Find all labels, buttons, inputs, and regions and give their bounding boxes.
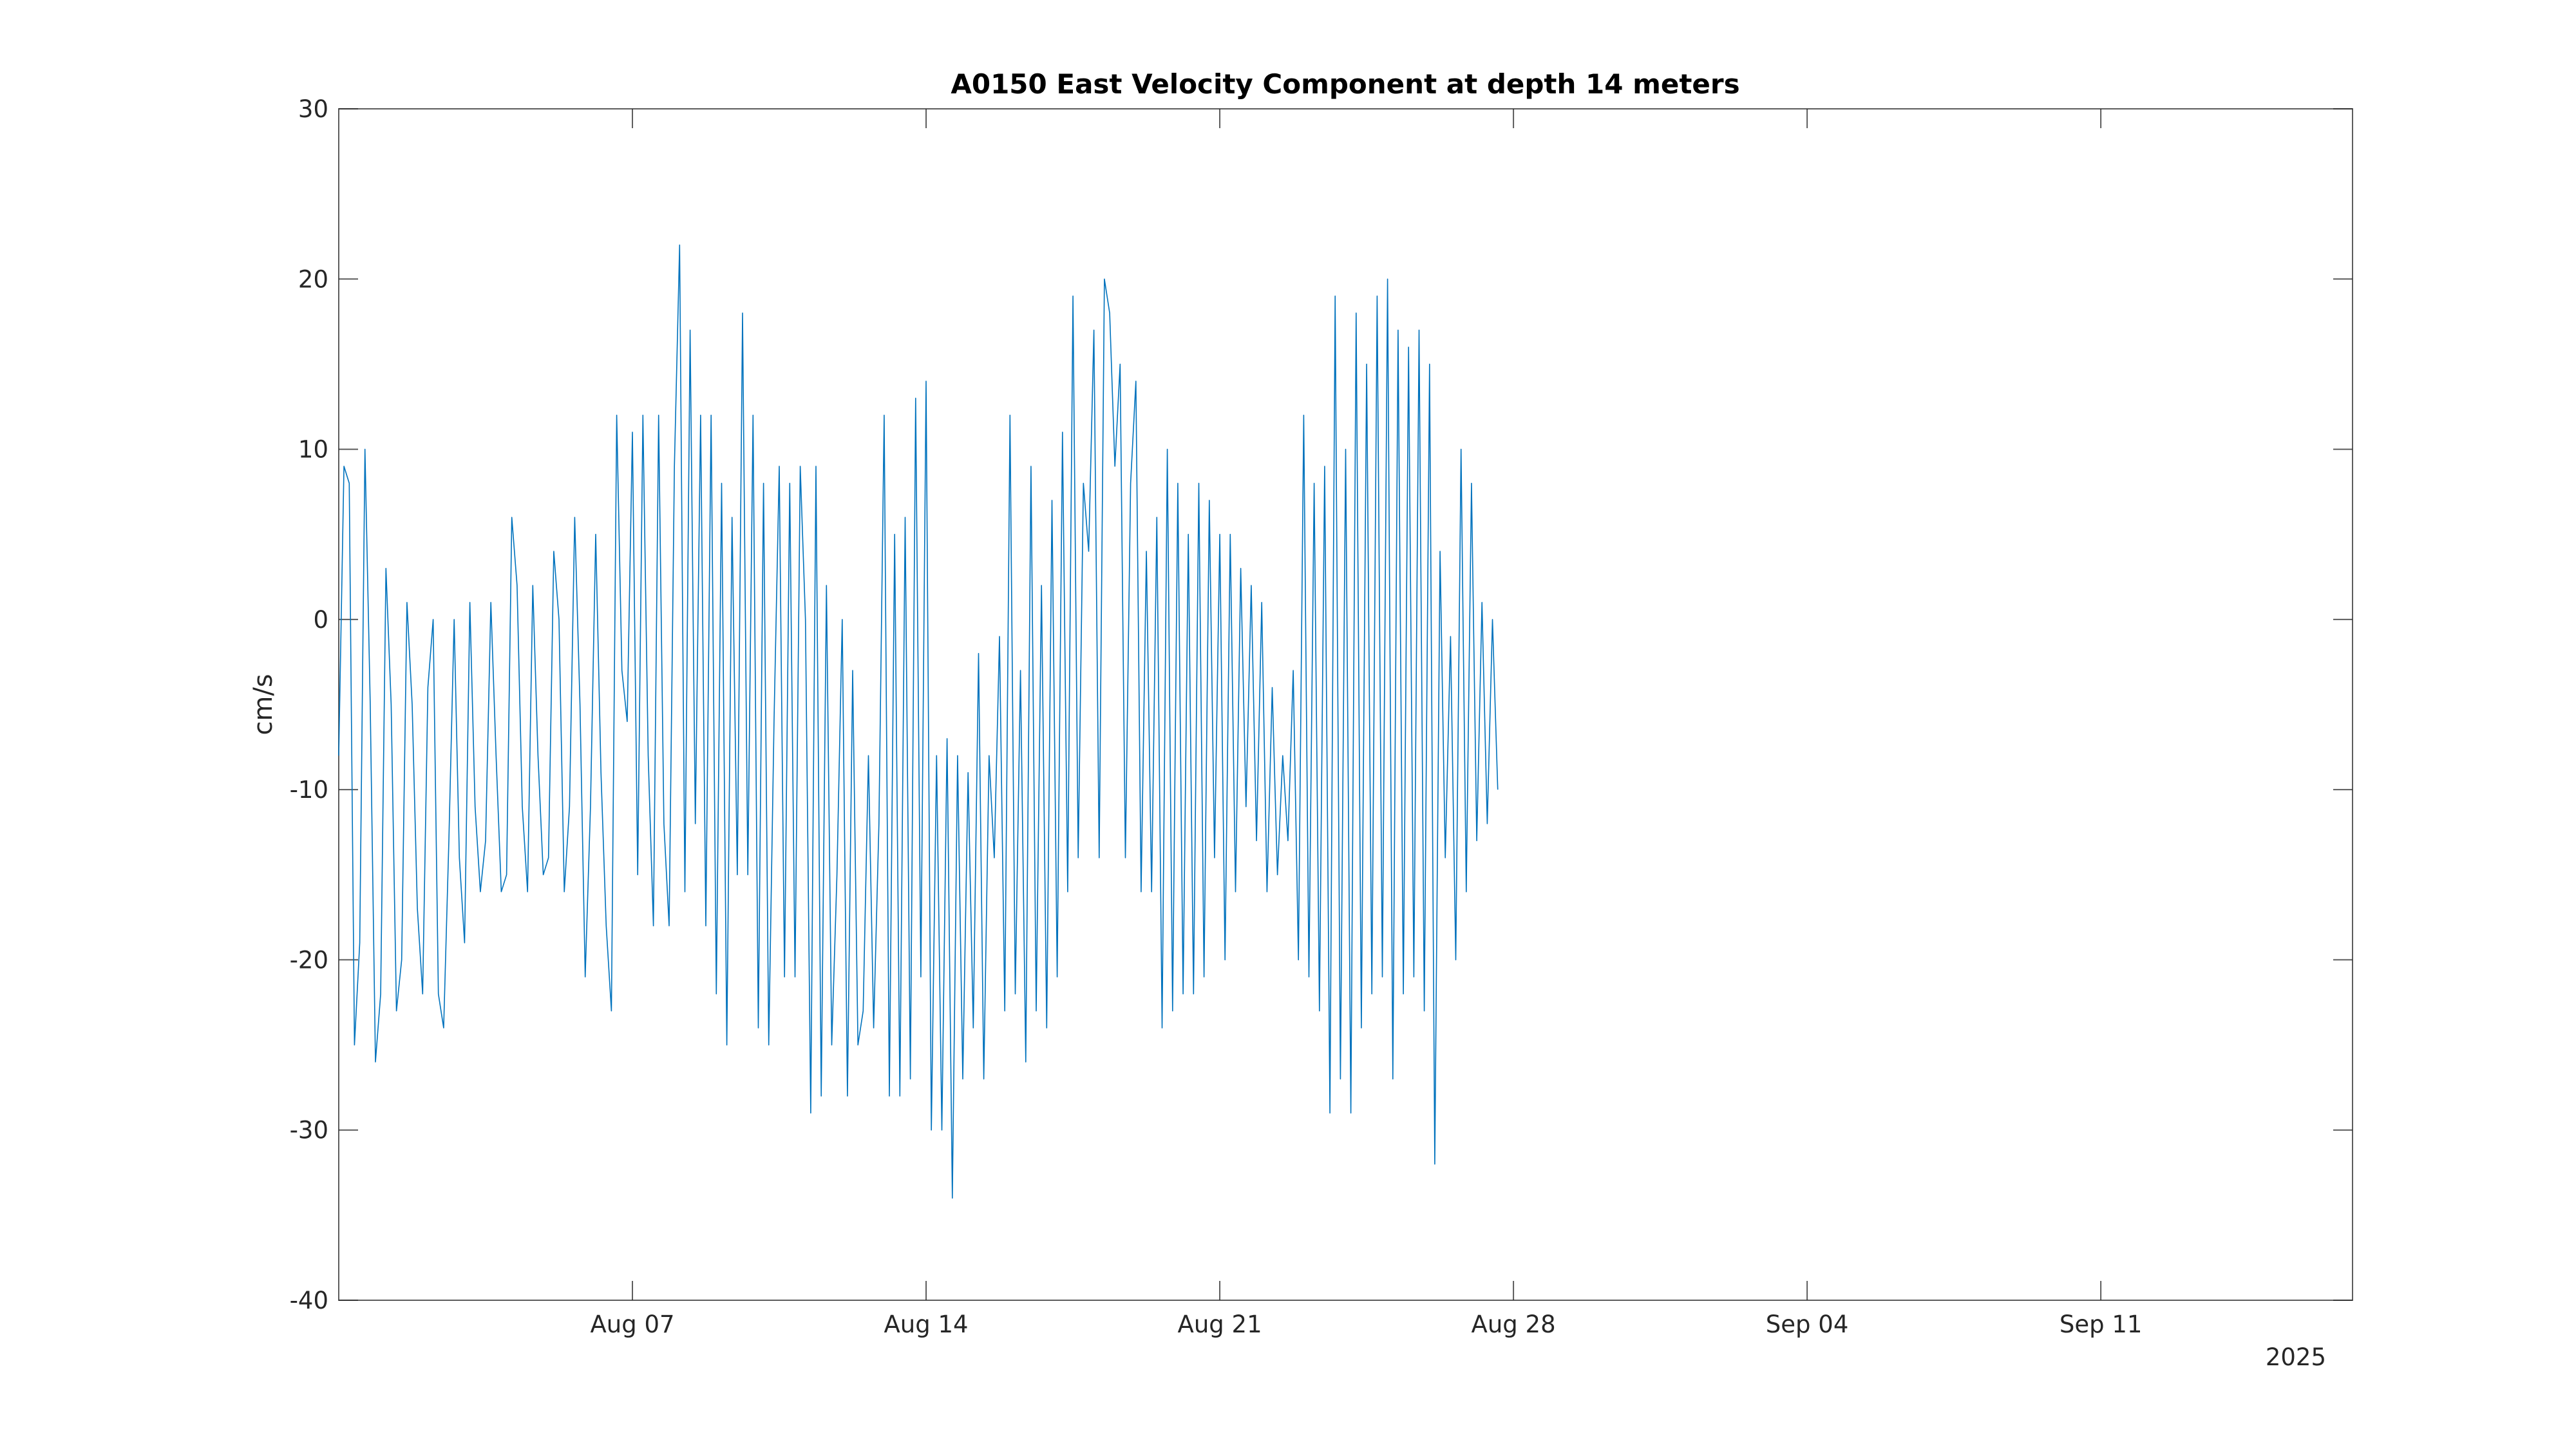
y-tick-label: 0	[313, 606, 328, 634]
x-tick-label: Sep 04	[1766, 1311, 1849, 1338]
y-tick-label: -30	[290, 1117, 328, 1144]
y-tick-label: 20	[298, 265, 328, 293]
y-tick-label: 30	[298, 95, 328, 123]
y-axis: -40 -30 -20 -10 0 10 20 30	[290, 95, 2353, 1314]
y-tick-label: -10	[290, 776, 328, 804]
chart-title: A0150 East Velocity Component at depth 1…	[951, 68, 1739, 100]
x-tick-label: Aug 07	[590, 1311, 674, 1338]
x-tick-label: Aug 21	[1178, 1311, 1262, 1338]
y-tick-label: 10	[298, 436, 328, 464]
x-tick-label: Aug 28	[1472, 1311, 1556, 1338]
x-axis: Aug 07 Aug 14 Aug 21 Aug 28 Sep 04 Sep 11	[590, 109, 2142, 1338]
plot-area	[338, 108, 2353, 1301]
x-axis-year-label: 2025	[2266, 1343, 2326, 1371]
series-line	[338, 244, 1499, 1199]
x-tick-label: Sep 11	[2060, 1311, 2143, 1338]
x-tick-label: Aug 14	[884, 1311, 968, 1338]
y-axis-label: cm/s	[249, 674, 278, 735]
y-tick-label: -20	[290, 946, 328, 974]
y-tick-label: -40	[290, 1287, 328, 1314]
